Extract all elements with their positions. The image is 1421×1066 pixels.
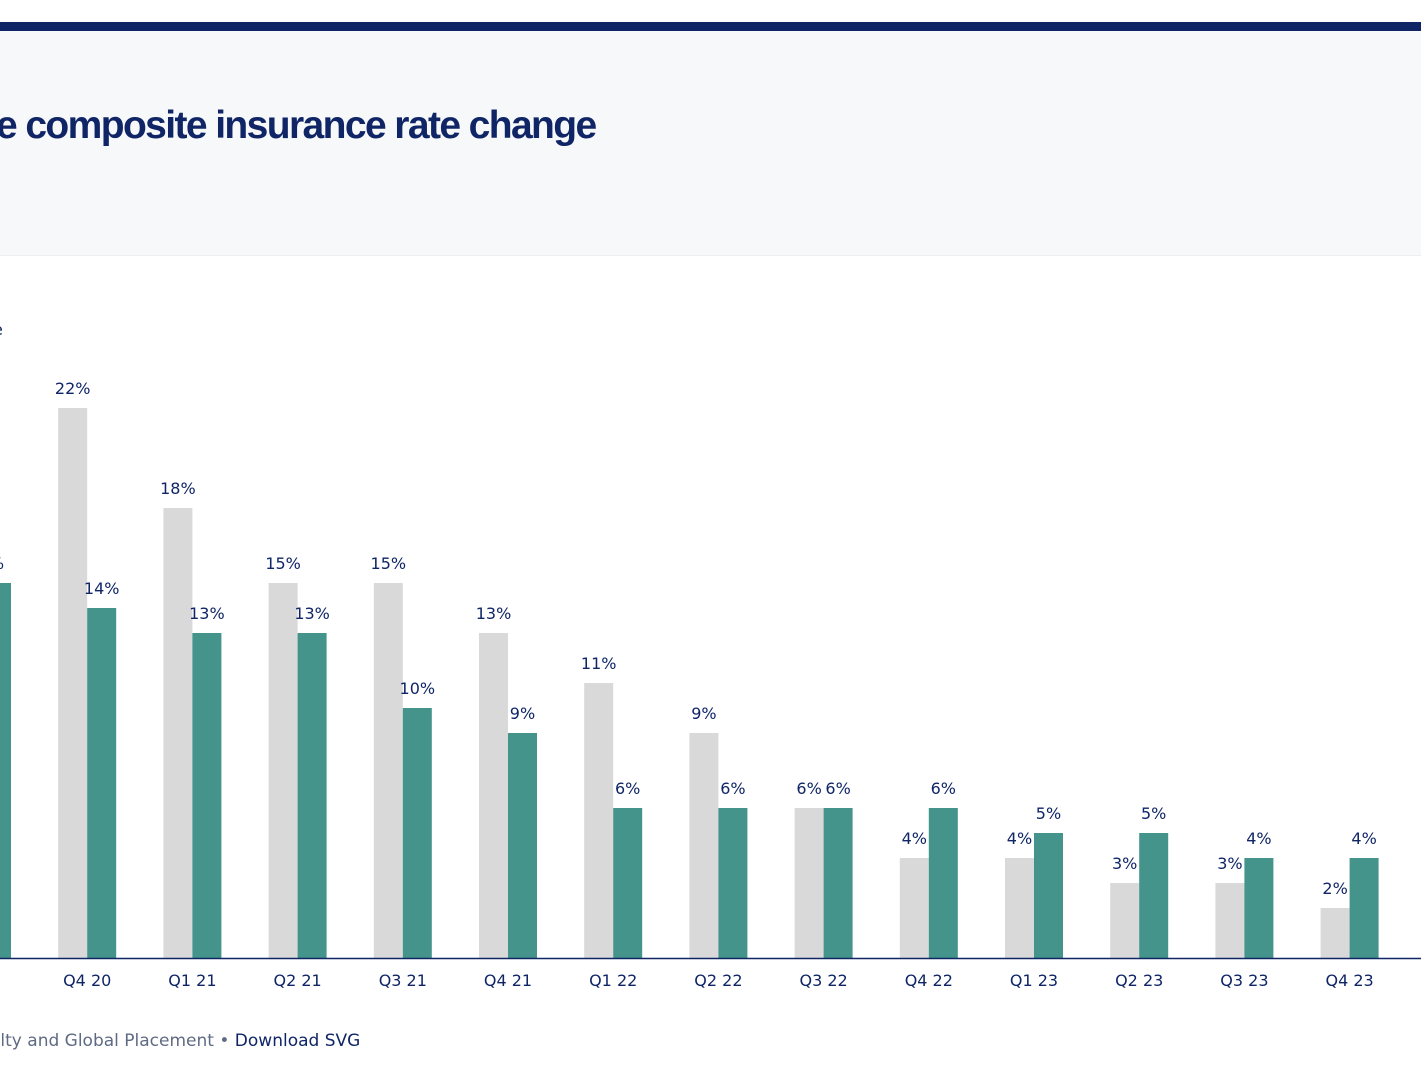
data-label-series-teal-8: 6% [825, 779, 850, 798]
data-label-series-teal-13: 4% [1351, 829, 1376, 848]
bar-series-grey-3 [268, 583, 298, 958]
data-label-series-grey-6: 11% [581, 654, 617, 673]
bar-series-teal-4 [402, 708, 432, 958]
bar-series-grey-5 [479, 633, 508, 958]
bar-series-grey-4 [373, 583, 403, 958]
data-label-series-grey-7: 9% [691, 704, 716, 723]
data-label-series-teal-10: 5% [1036, 804, 1061, 823]
chart-title: e composite insurance rate change [0, 104, 597, 147]
x-tick-label-10: Q1 23 [1010, 971, 1058, 990]
bar-series-grey-8 [794, 808, 824, 958]
bar-series-grey-2 [163, 508, 193, 958]
bar-series-teal-7 [718, 808, 748, 958]
download-svg-link[interactable]: Download SVG [234, 1031, 361, 1051]
bar-series-grey-10 [1005, 858, 1034, 958]
bar-series-grey-6 [584, 683, 614, 958]
bar-series-grey-11 [1110, 883, 1140, 958]
data-label-series-teal-5: 9% [510, 704, 535, 723]
data-label-series-grey-13: 2% [1322, 879, 1347, 898]
bar-series-teal-8 [823, 808, 853, 958]
bar-series-teal-5 [508, 733, 537, 958]
bar-series-teal-13 [1349, 858, 1379, 958]
data-label-series-grey-11: 3% [1112, 854, 1137, 873]
bar-series-teal-10 [1034, 833, 1063, 958]
header-accent-bar [0, 22, 1421, 31]
bar-series-grey-9 [899, 858, 929, 958]
bar-series-teal-2 [192, 633, 222, 958]
x-tick-label-3: Q2 21 [273, 971, 321, 990]
bar-series-grey-1 [58, 408, 88, 958]
data-label-series-teal-7: 6% [720, 779, 745, 798]
data-label-series-teal-1: 14% [84, 579, 120, 598]
bar-series-grey-13 [1320, 908, 1350, 958]
x-tick-label-9: Q4 22 [905, 971, 953, 990]
data-label-series-grey-4: 15% [371, 554, 407, 573]
data-label-series-teal-12: 4% [1246, 829, 1271, 848]
data-label-series-grey-9: 4% [902, 829, 927, 848]
x-tick-label-1: Q4 20 [63, 971, 111, 990]
x-tick-label-12: Q3 23 [1220, 971, 1268, 990]
bar-series-teal-0 [0, 583, 11, 958]
data-label-series-teal-0: % [0, 554, 4, 573]
bar-series-teal-11 [1139, 833, 1169, 958]
data-label-series-grey-10: 4% [1007, 829, 1032, 848]
data-label-series-teal-9: 6% [931, 779, 956, 798]
x-tick-label-4: Q3 21 [379, 971, 427, 990]
bar-series-teal-1 [87, 608, 117, 958]
data-label-series-grey-12: 3% [1217, 854, 1242, 873]
data-label-series-teal-2: 13% [189, 604, 225, 623]
data-label-series-grey-5: 13% [476, 604, 512, 623]
data-label-series-grey-2: 18% [160, 479, 196, 498]
data-label-series-teal-3: 13% [294, 604, 330, 623]
bar-series-teal-12 [1244, 858, 1274, 958]
data-label-series-grey-8: 6% [796, 779, 821, 798]
x-tick-label-6: Q1 22 [589, 971, 637, 990]
bar-series-teal-3 [297, 633, 327, 958]
data-label-series-teal-6: 6% [615, 779, 640, 798]
y-axis-label: e [0, 320, 3, 339]
data-label-series-teal-4: 10% [400, 679, 436, 698]
x-tick-label-2: Q1 21 [168, 971, 216, 990]
x-tick-label-7: Q2 22 [694, 971, 742, 990]
source-text: alty and Global Placement [0, 1031, 214, 1051]
x-tick-label-11: Q2 23 [1115, 971, 1163, 990]
footer-separator: • [213, 1031, 235, 1051]
data-label-series-grey-3: 15% [265, 554, 301, 573]
data-label-series-grey-1: 22% [55, 379, 91, 398]
x-tick-label-13: Q4 23 [1325, 971, 1373, 990]
header-panel [0, 31, 1421, 256]
data-label-series-teal-11: 5% [1141, 804, 1166, 823]
chart-footer: alty and Global Placement • Download SVG [0, 1031, 360, 1051]
bar-series-grey-12 [1215, 883, 1245, 958]
x-tick-label-8: Q3 22 [799, 971, 847, 990]
x-tick-label-5: Q4 21 [484, 971, 532, 990]
bar-series-teal-9 [928, 808, 958, 958]
bar-series-teal-6 [613, 808, 643, 958]
bar-series-grey-7 [689, 733, 719, 958]
